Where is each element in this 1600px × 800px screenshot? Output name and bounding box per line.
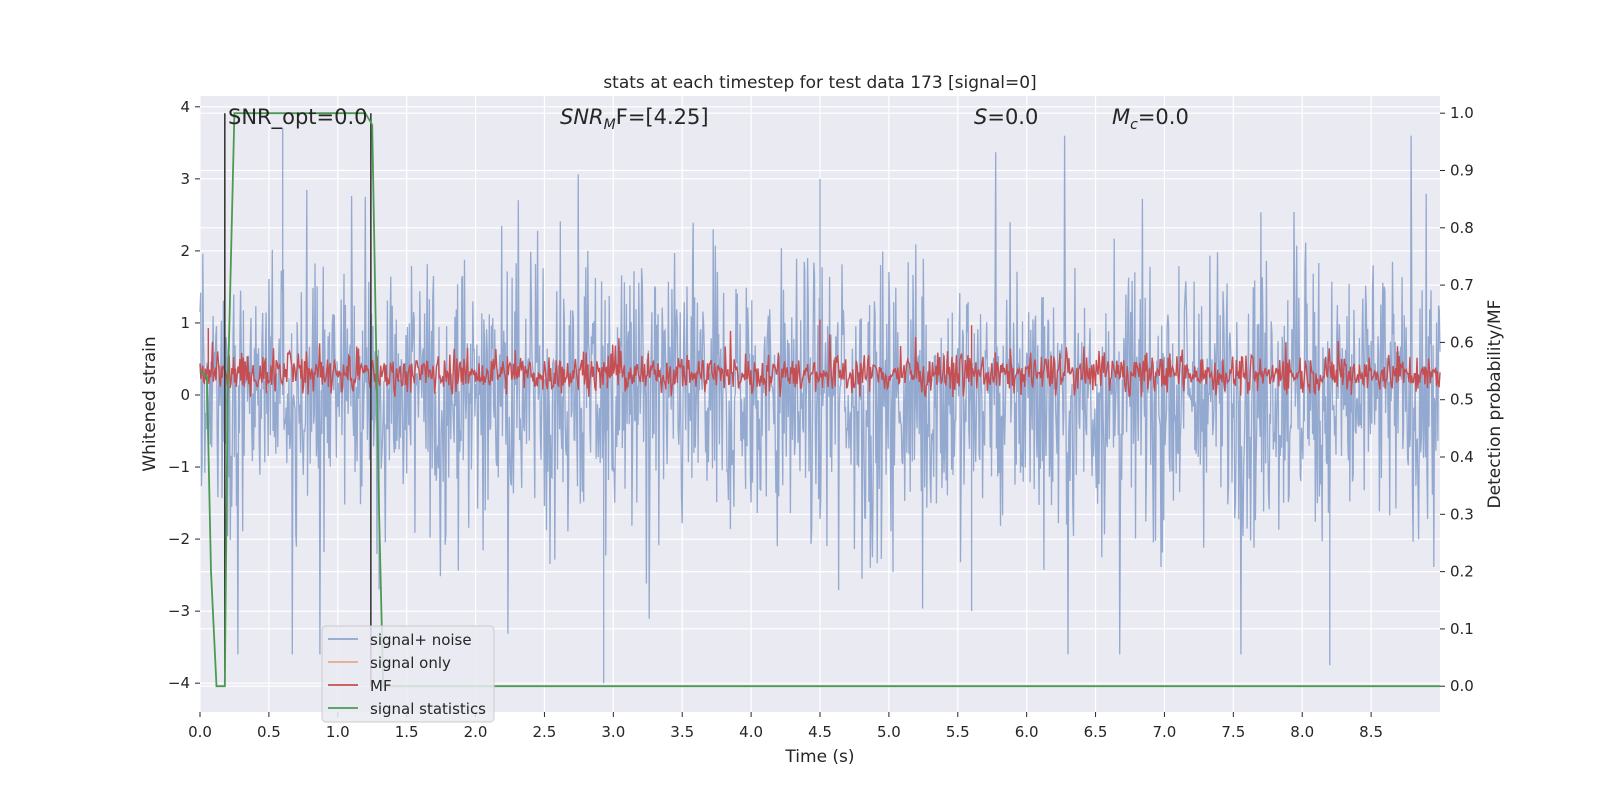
mc-rest: =0.0 — [1138, 105, 1189, 129]
y2-tick-label: 0.4 — [1450, 448, 1474, 466]
x-tick-label: 0.0 — [188, 723, 212, 741]
snr-opt-annotation: SNR_opt=0.0 — [228, 105, 368, 130]
y-tick-label: −2 — [168, 530, 190, 548]
y-axis-label: Whitened strain — [140, 336, 160, 471]
x-tick-label: 5.0 — [877, 723, 901, 741]
x-tick-label: 6.0 — [1015, 723, 1039, 741]
y2-tick-label: 0.1 — [1450, 620, 1474, 638]
y2-tick-label: 0.7 — [1450, 276, 1474, 294]
snr-mf-annotation: SNRMF=[4.25] — [560, 105, 709, 133]
vertical-markers — [224, 113, 372, 687]
x-tick-label: 0.5 — [257, 723, 281, 741]
x-tick-label: 8.0 — [1290, 723, 1314, 741]
x-tick-label: 5.5 — [946, 723, 970, 741]
x-tick-label: 1.0 — [326, 723, 350, 741]
chart-title: stats at each timestep for test data 173… — [603, 73, 1036, 93]
y2-tick-label: 0.8 — [1450, 219, 1474, 237]
legend-label-mf: MF — [370, 677, 392, 695]
x-tick-label: 2.5 — [533, 723, 557, 741]
x-tick-label: 7.5 — [1221, 723, 1245, 741]
x-tick-label: 3.0 — [601, 723, 625, 741]
legend-box — [321, 625, 495, 723]
legend-label-noise: signal+ noise — [370, 631, 472, 649]
x-tick-label: 8.5 — [1359, 723, 1383, 741]
s-rest: =0.0 — [987, 105, 1038, 129]
y-tick-label: 1 — [180, 314, 190, 332]
x-axis-label: Time (s) — [784, 747, 854, 767]
mf-line — [199, 319, 1441, 398]
x-tick-label: 7.0 — [1153, 723, 1177, 741]
mc-annotation: Mc=0.0 — [1112, 105, 1189, 133]
x-tick-label: 4.0 — [739, 723, 763, 741]
x-tick-label: 1.5 — [395, 723, 419, 741]
y2-tick-label: 1.0 — [1450, 104, 1474, 122]
snr-mf-main: SNR — [560, 105, 604, 129]
y-tick-label: 4 — [180, 98, 190, 116]
y-tick-labels: 4 3 2 1 0 −1 −2 −3 −4 — [168, 98, 200, 692]
x-tick-label: 6.5 — [1084, 723, 1108, 741]
y2-tick-label: 0.0 — [1450, 677, 1474, 695]
signal-statistics-line — [199, 112, 1440, 688]
legend: signal+ noise signal only MF signal stat… — [321, 625, 495, 723]
y-tick-label: −3 — [168, 602, 190, 620]
x-tick-label: 3.5 — [670, 723, 694, 741]
signal-statistics-series — [199, 112, 1440, 688]
y-tick-label: −1 — [168, 458, 190, 476]
y2-axis-label: Detection probability/MF — [1485, 300, 1505, 509]
y2-tick-labels: 1.0 0.9 0.8 0.7 0.6 0.5 0.4 0.3 0.2 0.1 0.0 — [1440, 104, 1474, 695]
s-annotation: S=0.0 — [974, 105, 1038, 129]
mc-sub: c — [1130, 117, 1138, 133]
x-tick-label: 2.0 — [464, 723, 488, 741]
legend-label-signal-only: signal only — [370, 654, 451, 672]
snr-mf-sub: M — [604, 117, 616, 133]
y-tick-label: −4 — [168, 674, 190, 692]
snr-mf-rest: F=[4.25] — [616, 105, 709, 129]
y-tick-label: 0 — [180, 386, 190, 404]
y2-tick-label: 0.2 — [1450, 563, 1474, 581]
x-tick-label: 4.5 — [808, 723, 832, 741]
mc-main: M — [1112, 105, 1130, 129]
legend-label-statistics: signal statistics — [370, 700, 486, 718]
mf-series — [199, 319, 1441, 398]
y2-tick-label: 0.3 — [1450, 505, 1474, 523]
x-tick-labels: 0.0 0.5 1.0 1.5 2.0 2.5 3.0 3.5 4.0 4.5 5.0 5.5 6.0 6… — [188, 712, 1383, 741]
y-tick-label: 2 — [180, 242, 190, 260]
y2-tick-label: 0.9 — [1450, 161, 1474, 179]
s-main: S — [974, 105, 987, 129]
y2-tick-label: 0.6 — [1450, 333, 1474, 351]
y-tick-label: 3 — [180, 170, 190, 188]
y2-tick-label: 0.5 — [1450, 391, 1474, 409]
